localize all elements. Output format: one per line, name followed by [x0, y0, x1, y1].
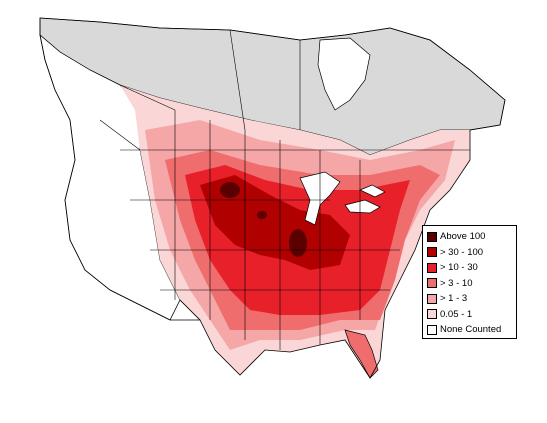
legend-label: > 10 - 30 [440, 262, 478, 273]
legend-label: Above 100 [440, 231, 486, 242]
legend-swatch [427, 262, 437, 273]
legend-label: 0.05 - 1 [440, 308, 473, 320]
legend-label: > 3 - 10 [440, 277, 473, 289]
legend-swatch [427, 293, 437, 304]
legend-swatch [427, 231, 437, 242]
hotspot-north-dakota [220, 182, 240, 198]
range-dark [200, 175, 350, 270]
legend-label: > 1 - 3 [440, 293, 468, 304]
legend-label: > 30 - 100 [440, 246, 484, 258]
legend-swatch [427, 278, 437, 289]
coastline [39, 17, 506, 379]
legend-swatch [427, 309, 437, 320]
legend: Above 100 > 30 - 100 > 10 - 30 > 3 - 10 … [422, 225, 517, 339]
legend-item: 0.05 - 1 [427, 307, 512, 323]
hotspot-illinois [289, 229, 307, 257]
legend-item: > 10 - 30 [427, 260, 512, 276]
state-province-borders [99, 29, 470, 350]
legend-item: None Counted [427, 322, 512, 338]
legend-item: > 30 - 100 [427, 245, 512, 261]
florida [344, 329, 379, 379]
legend-item: Above 100 [427, 229, 512, 245]
hotspot-midwest [257, 211, 267, 219]
legend-item: > 3 - 10 [427, 276, 512, 292]
legend-item: > 1 - 3 [427, 291, 512, 307]
legend-swatch [427, 324, 437, 335]
legend-swatch [427, 247, 437, 258]
legend-label: None Counted [440, 324, 502, 335]
hudson-bay [317, 37, 371, 111]
